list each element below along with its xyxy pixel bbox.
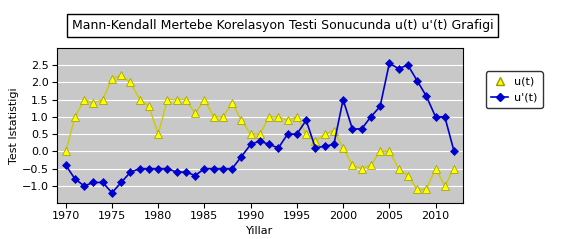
Legend: u(t), u'(t): u(t), u'(t) <box>486 71 542 108</box>
X-axis label: Yillar: Yillar <box>246 226 273 236</box>
Y-axis label: Test Istatistigi: Test Istatistigi <box>9 87 19 164</box>
Text: Mann-Kendall Mertebe Korelasyon Testi Sonucunda u(t) u'(t) Grafigi: Mann-Kendall Mertebe Korelasyon Testi So… <box>72 19 493 32</box>
